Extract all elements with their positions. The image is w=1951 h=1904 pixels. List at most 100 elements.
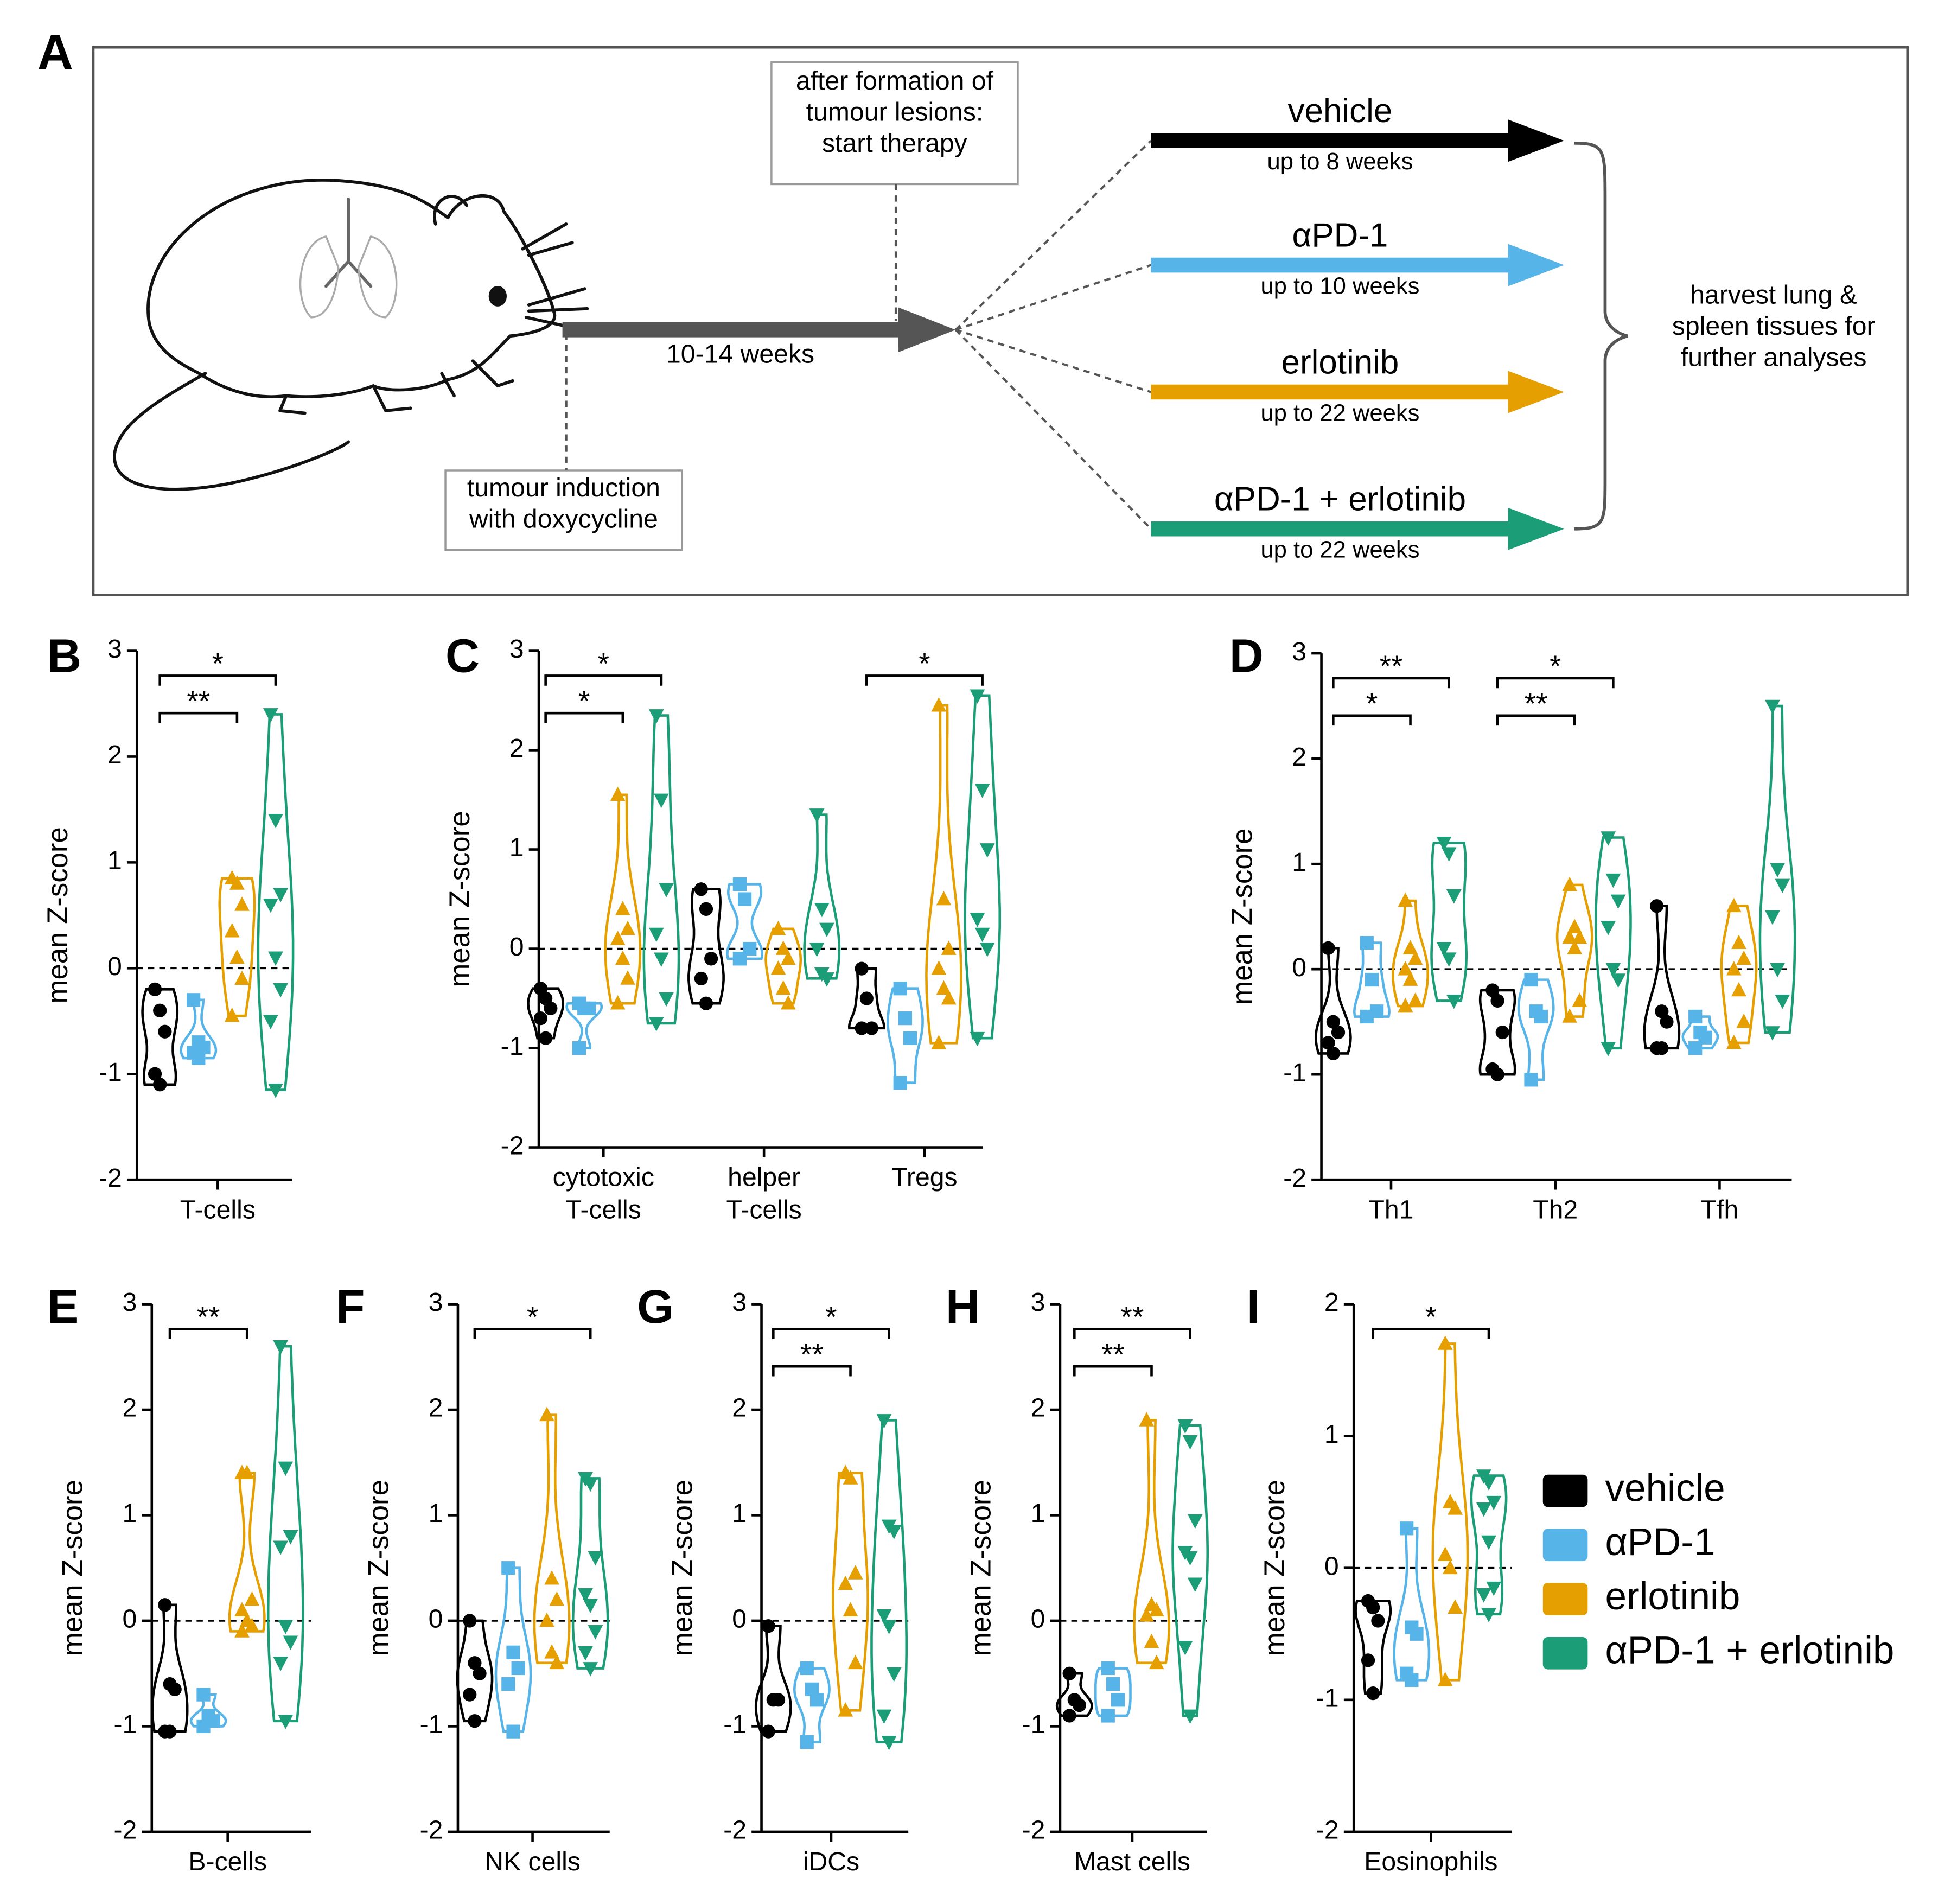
data-point <box>1139 1412 1155 1427</box>
data-point <box>941 990 957 1005</box>
data-point <box>468 1656 482 1670</box>
y-tick-label: 2 <box>509 734 524 763</box>
violin <box>803 813 841 980</box>
arm-name: vehicle <box>1288 92 1393 130</box>
data-point <box>539 1612 554 1627</box>
data-point <box>780 995 796 1010</box>
data-point <box>1437 1335 1453 1350</box>
data-point <box>1655 1041 1669 1055</box>
y-tick-label: 3 <box>429 1288 443 1317</box>
data-point <box>501 1677 515 1691</box>
significance-bracket <box>544 674 663 686</box>
y-tick-label: -2 <box>1316 1816 1339 1845</box>
data-point <box>809 943 825 957</box>
data-point <box>979 843 995 858</box>
data-point <box>1326 1015 1340 1029</box>
duration-label: 10-14 weeks <box>666 340 814 369</box>
data-point <box>1770 863 1785 877</box>
panel-letter: H <box>946 1281 980 1333</box>
data-point <box>1177 1419 1193 1434</box>
data-point <box>1101 1661 1115 1676</box>
data-point <box>244 1618 260 1633</box>
data-point <box>283 1530 298 1545</box>
data-point <box>893 982 907 996</box>
legend-label: erlotinib <box>1605 1575 1740 1618</box>
data-point <box>1106 1677 1120 1691</box>
data-point <box>1062 1666 1076 1680</box>
significance-bracket <box>168 1328 248 1339</box>
therapy-box <box>770 61 1019 186</box>
data-point <box>283 1635 298 1650</box>
significance-label: ** <box>1380 649 1403 683</box>
legend-label: αPD-1 <box>1605 1521 1715 1564</box>
data-point <box>506 1645 520 1659</box>
violin <box>1430 842 1468 1002</box>
y-tick-label: 3 <box>509 634 524 664</box>
data-point <box>1360 1009 1374 1024</box>
y-tick-label: -2 <box>1283 1163 1306 1193</box>
y-tick-label: 0 <box>122 1604 137 1634</box>
legend-swatch <box>1542 1474 1588 1507</box>
significance-bracket <box>772 1365 852 1377</box>
panel-letter: I <box>1247 1281 1260 1333</box>
y-tick-label: -2 <box>1022 1816 1045 1845</box>
data-point <box>224 1007 240 1022</box>
violin <box>228 1472 266 1633</box>
data-point <box>278 1620 294 1634</box>
data-point <box>158 1598 172 1612</box>
data-point <box>1437 1546 1453 1561</box>
legend-swatch <box>1542 1529 1588 1562</box>
y-axis-label: mean Z-score <box>965 1480 997 1656</box>
data-point <box>659 992 674 1007</box>
data-point <box>506 1724 520 1739</box>
data-point <box>800 1735 814 1749</box>
significance-label: * <box>598 647 609 680</box>
data-point <box>1736 950 1752 965</box>
data-point <box>1605 963 1621 978</box>
significance-bracket <box>544 711 624 723</box>
data-point <box>273 1540 289 1555</box>
x-tick-label-box: Th2 <box>1533 1196 1578 1225</box>
violin <box>1354 1600 1392 1695</box>
y-tick-label: 0 <box>1292 953 1306 982</box>
data-point <box>770 960 786 975</box>
violin <box>218 877 256 1017</box>
y-tick-label: 1 <box>732 1499 747 1528</box>
y-tick-label: 2 <box>1292 742 1306 772</box>
violin <box>1470 1474 1508 1616</box>
data-point <box>583 1477 598 1492</box>
data-point <box>1660 1015 1674 1029</box>
data-point <box>234 1623 250 1638</box>
data-point <box>699 902 713 916</box>
data-point <box>1562 929 1577 944</box>
violin <box>151 1603 189 1733</box>
data-point <box>1437 1672 1453 1686</box>
data-point <box>648 927 664 943</box>
y-tick-label: 3 <box>122 1288 137 1317</box>
data-point <box>1601 921 1616 935</box>
x-tick-label: T-cells <box>180 1196 256 1225</box>
data-point <box>886 1667 902 1682</box>
data-point <box>620 970 635 985</box>
data-point <box>224 922 240 938</box>
data-point <box>1443 1559 1458 1575</box>
data-point <box>659 883 674 897</box>
panel-letter: D <box>1229 630 1264 683</box>
data-point <box>780 950 796 965</box>
arm-arrow-head <box>1508 371 1564 413</box>
data-point <box>463 1614 477 1628</box>
significance-label: ** <box>1525 686 1548 720</box>
x-tick-label: Mast cells <box>1074 1848 1190 1877</box>
data-point <box>847 1565 863 1580</box>
data-point <box>1567 919 1583 933</box>
data-point <box>732 877 747 891</box>
data-point <box>1321 941 1335 955</box>
data-point <box>1446 889 1462 904</box>
data-point <box>148 1067 162 1081</box>
data-point <box>588 1625 603 1640</box>
data-point <box>694 971 708 986</box>
data-point <box>1365 972 1379 987</box>
data-point <box>273 1657 289 1671</box>
violin <box>887 987 924 1084</box>
